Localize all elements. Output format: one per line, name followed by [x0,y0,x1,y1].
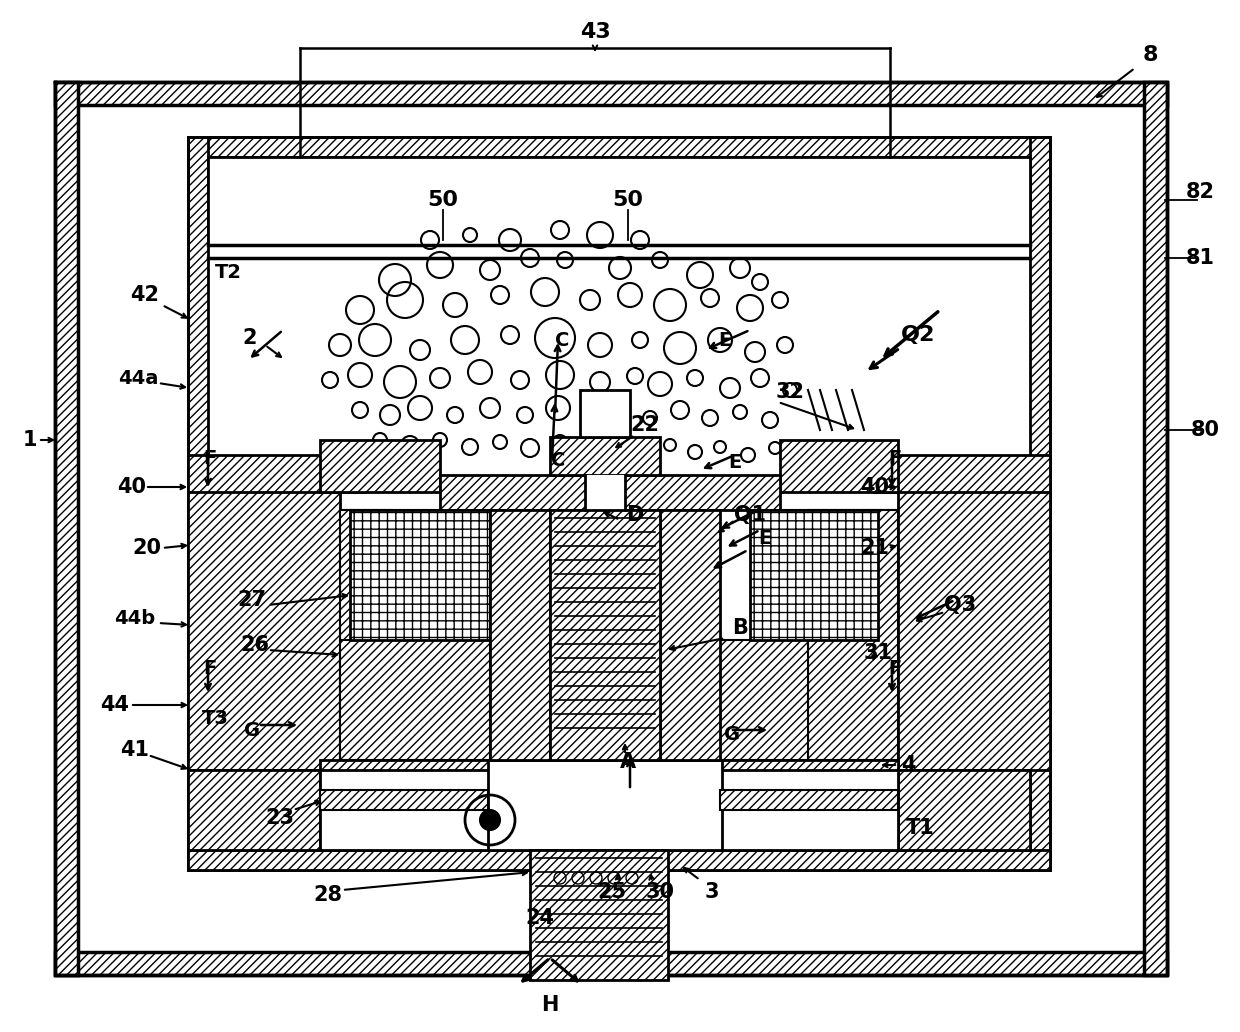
Text: 4: 4 [900,755,915,775]
Bar [898,770,1030,850]
Text: 44a: 44a [118,368,159,387]
Bar [188,770,320,850]
Bar [188,455,365,492]
Text: 26: 26 [241,635,269,655]
Bar [580,390,630,437]
Bar [55,952,1167,975]
Bar [720,770,898,850]
Text: D: D [626,505,644,525]
Text: A: A [620,752,636,772]
Bar [55,82,78,975]
Text: 50: 50 [613,190,644,209]
Bar [585,475,625,510]
Bar [440,475,780,510]
Bar [340,510,391,760]
Bar [898,475,1050,770]
Text: 2: 2 [243,328,257,348]
Bar [320,760,898,792]
Text: 8: 8 [1142,45,1158,65]
Text: T1: T1 [905,818,935,838]
Text: 21: 21 [861,538,889,558]
Text: C: C [551,451,565,470]
Text: 30: 30 [646,882,675,902]
Bar [720,640,808,760]
Text: 25: 25 [598,882,626,902]
Bar [340,640,490,760]
Text: E: E [759,528,771,548]
Bar [208,157,1030,245]
Bar [55,82,1167,105]
Text: G: G [244,720,260,740]
Bar [660,510,720,760]
Bar [551,510,660,760]
Text: 40: 40 [861,477,889,497]
Text: 24: 24 [526,908,554,928]
Text: G: G [724,725,740,744]
Bar [188,137,1050,157]
Text: H: H [542,995,559,1015]
Text: 27: 27 [238,590,267,610]
Bar [320,440,440,492]
Text: 31: 31 [863,643,893,663]
Text: 42: 42 [130,285,160,305]
Bar [780,440,898,492]
Text: 43: 43 [579,22,610,42]
Text: E: E [728,452,742,472]
Bar [1030,137,1050,870]
Bar [750,510,878,640]
Bar [490,510,551,760]
Text: F: F [203,658,217,677]
Bar [529,850,668,980]
Bar [350,510,490,640]
Text: 50: 50 [428,190,459,209]
Text: 28: 28 [314,885,342,905]
Bar [188,850,1050,870]
Text: 23: 23 [265,808,295,828]
Bar [489,760,722,850]
Text: 82: 82 [1185,182,1214,202]
Text: F: F [888,658,901,677]
Bar [660,510,898,760]
Bar [720,791,898,810]
Text: 44: 44 [100,695,129,715]
Text: 1: 1 [22,430,37,450]
Bar [188,850,1050,870]
Text: 80: 80 [1190,420,1219,440]
Text: Q1: Q1 [734,505,766,525]
Text: B: B [732,618,748,638]
Text: Q2: Q2 [900,325,935,345]
Text: 44b: 44b [114,609,155,627]
Bar [188,475,340,770]
Text: 20: 20 [133,538,161,558]
Text: 81: 81 [1185,248,1214,268]
Bar [320,770,490,850]
Bar [1145,82,1167,975]
Bar [188,137,208,870]
Text: 22: 22 [630,415,660,436]
Text: E: E [718,330,732,350]
Text: 32: 32 [775,382,805,402]
Bar [808,510,898,760]
Bar [340,510,490,760]
Bar [874,455,1050,492]
Circle shape [480,810,500,830]
Text: F: F [888,449,901,467]
Bar [551,437,660,475]
Text: C: C [554,330,569,350]
Text: 40: 40 [118,477,146,497]
Text: 41: 41 [120,740,150,760]
Bar [320,791,489,810]
Text: F: F [203,449,217,467]
Text: 3: 3 [704,882,719,902]
Text: T3: T3 [202,709,228,728]
Text: Q3: Q3 [944,595,976,615]
Text: T2: T2 [215,262,242,282]
